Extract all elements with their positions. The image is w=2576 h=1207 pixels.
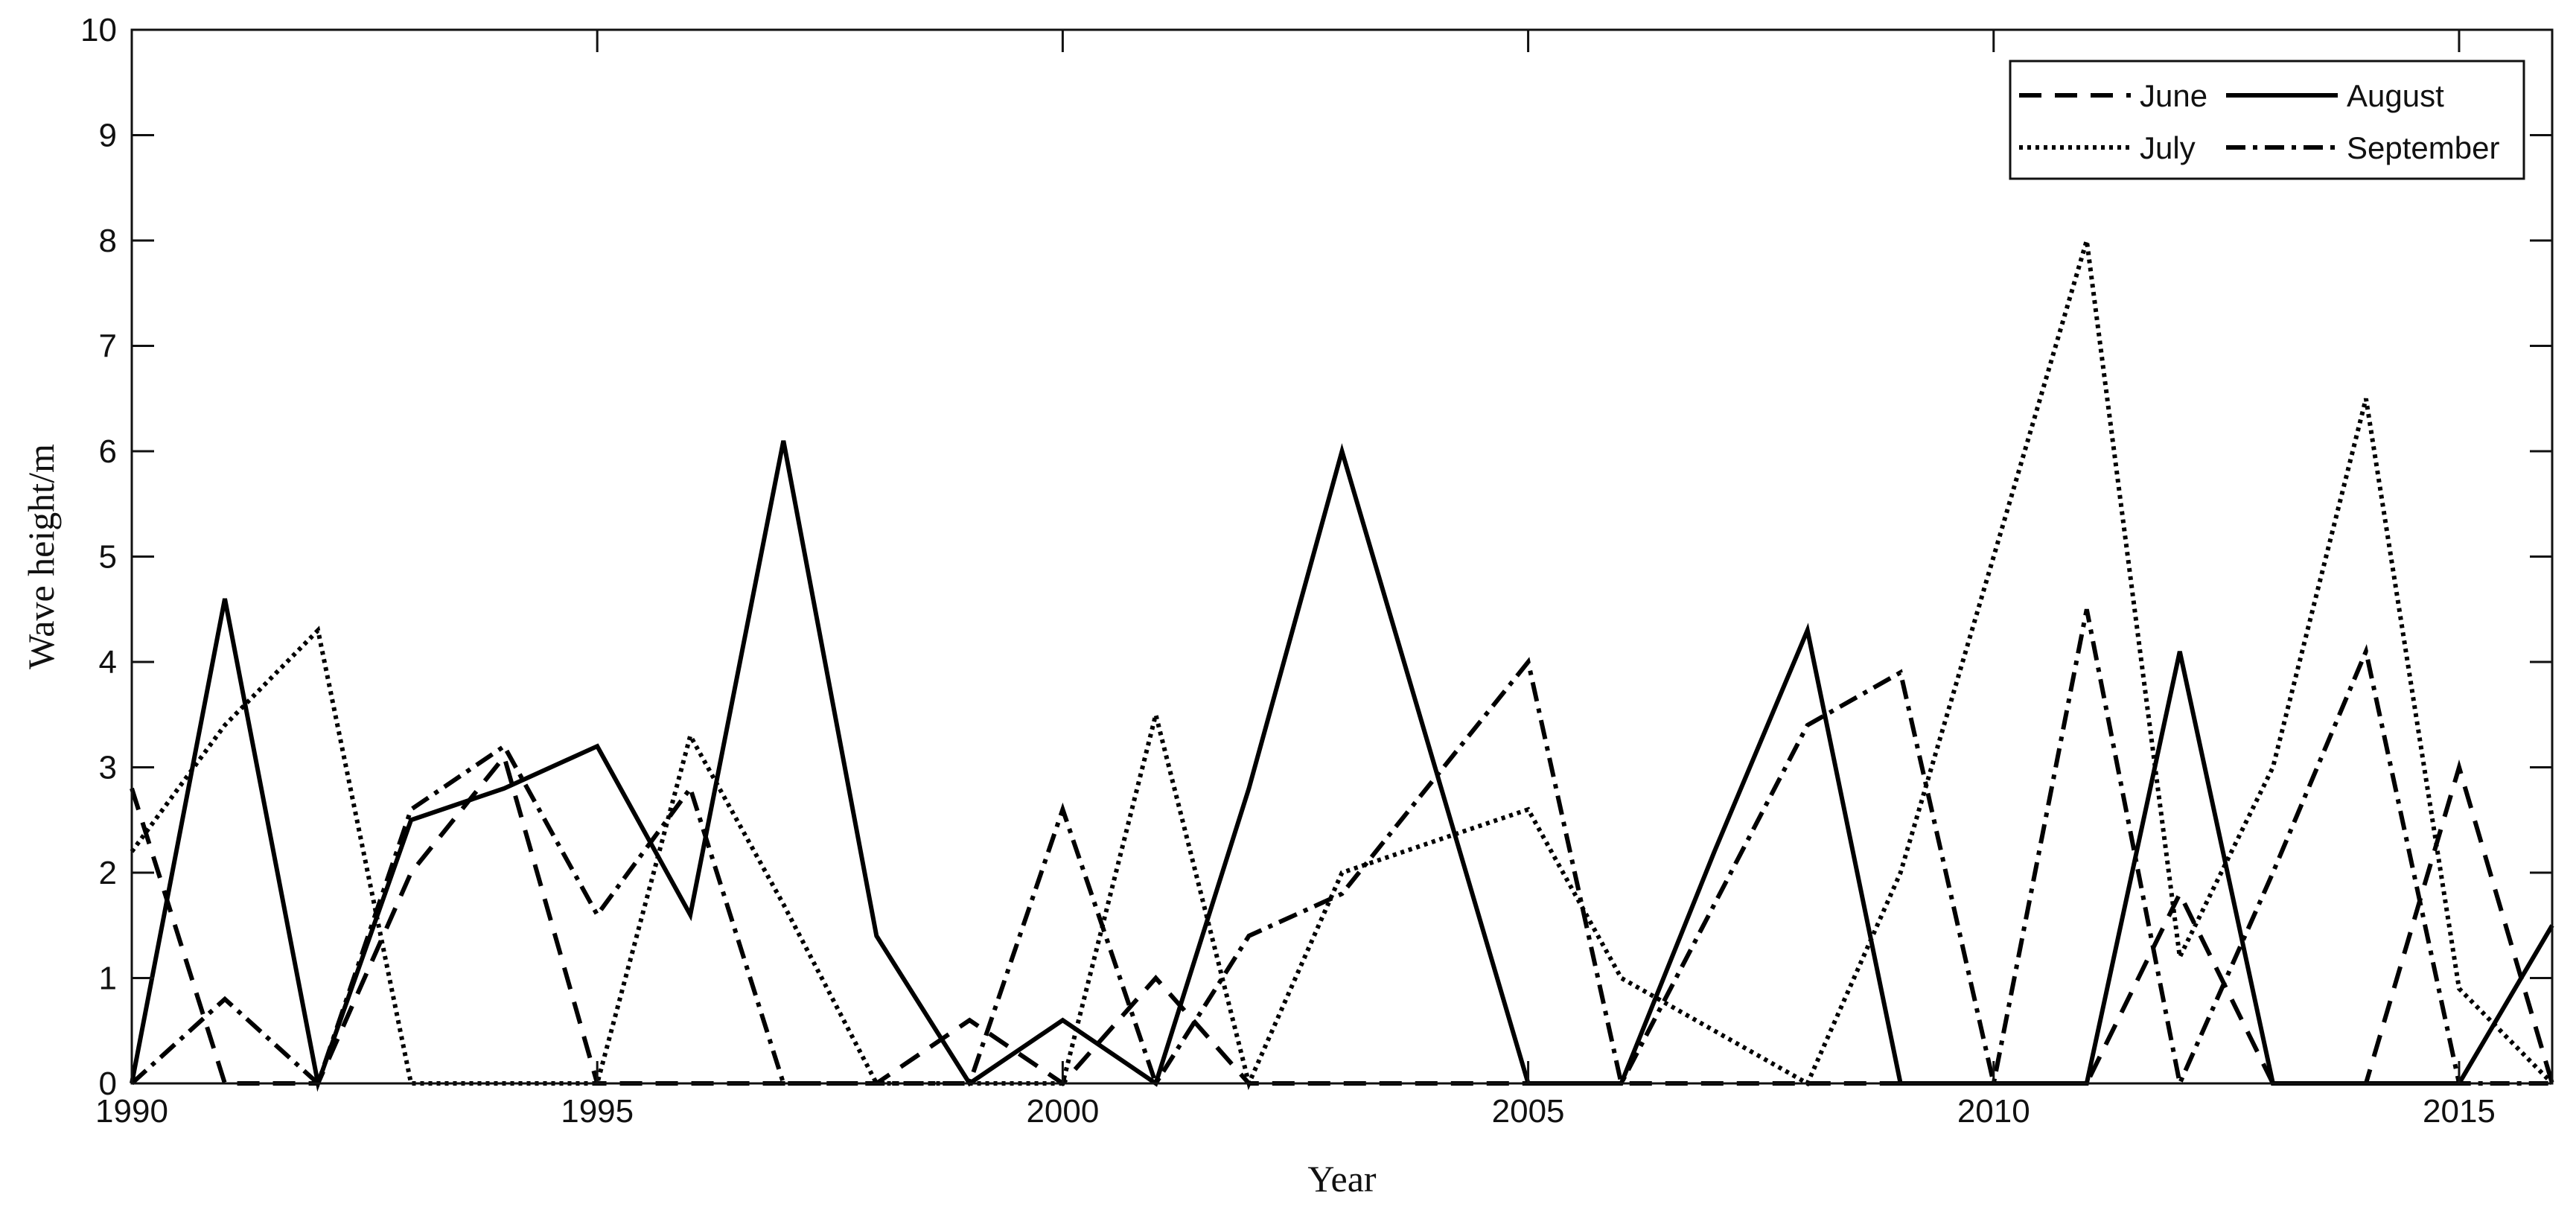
legend-box (2009, 60, 2525, 180)
y-tick-label: 9 (99, 118, 117, 154)
y-axis-title: Wave height/m (20, 444, 62, 669)
y-tick-label: 5 (99, 539, 117, 576)
y-tick-label: 0 (99, 1066, 117, 1102)
x-axis-title: Year (1307, 1158, 1376, 1200)
plot-layer (130, 240, 2554, 1092)
plot-frame (130, 28, 2554, 1085)
series-line-august (130, 440, 2554, 1092)
series-line-july (130, 240, 2554, 1091)
y-tick-label: 4 (99, 644, 117, 681)
x-tick-label: 2005 (1492, 1093, 1565, 1130)
y-tick-label: 8 (99, 223, 117, 259)
x-tick-label: 2000 (1026, 1093, 1099, 1130)
x-tick-label: 1990 (95, 1093, 168, 1130)
y-tick-label: 6 (99, 433, 117, 470)
legend-label-august: August (2347, 78, 2444, 113)
x-tick-label: 2010 (1957, 1093, 2030, 1130)
axes-layer: 1990 1995 2000 2005 2010 2015 0 1 2 3 4 5 6 7 8 9 10 (80, 12, 2554, 1130)
legend: June August July September (2009, 60, 2525, 180)
y-tick-label: 7 (99, 328, 117, 365)
y-tick-label: 1 (99, 961, 117, 997)
y-tick-label: 3 (99, 750, 117, 786)
y-tick-label: 2 (99, 855, 117, 891)
legend-label-september: September (2347, 130, 2499, 165)
x-tick-label: 2015 (2423, 1093, 2496, 1130)
legend-label-june: June (2140, 78, 2207, 113)
x-tick-label: 1995 (561, 1093, 634, 1130)
legend-label-july: July (2140, 130, 2196, 165)
series-line-june (130, 752, 2554, 1086)
y-tick-label: 10 (80, 12, 117, 48)
series-line-september (130, 608, 2552, 1091)
